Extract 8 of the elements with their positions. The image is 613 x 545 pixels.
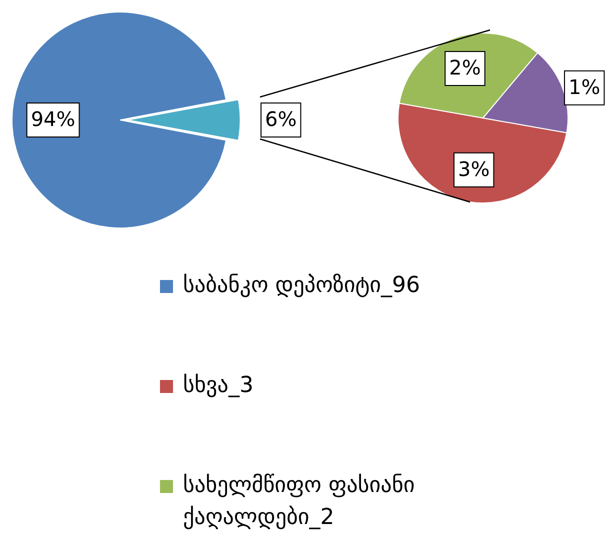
- data-label: 1%: [568, 75, 600, 100]
- data-label: 6%: [264, 107, 297, 132]
- data-label: 2%: [449, 56, 481, 80]
- data-label: 3%: [458, 157, 490, 182]
- data-label: 94%: [30, 107, 76, 132]
- legend-label: სახელმწიფო ფასიანი ქაღალდები_2: [183, 472, 416, 532]
- legend-label: სხვა_3: [183, 372, 254, 400]
- legend-label: საბანკო დეპოზიტი_96: [183, 272, 420, 300]
